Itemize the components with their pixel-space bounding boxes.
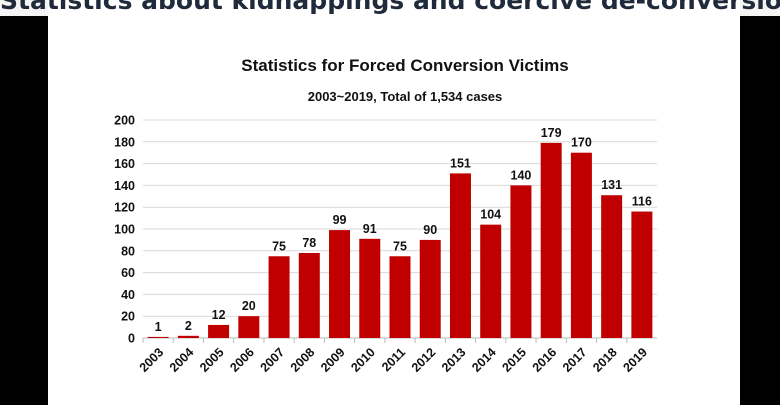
y-tick-label: 180 (114, 135, 135, 149)
bar-2005 (208, 324, 230, 338)
data-label: 116 (632, 195, 652, 209)
x-tick-label: 2009 (318, 345, 348, 375)
bar-2012 (419, 239, 441, 338)
bar-2013 (449, 173, 471, 338)
bar-2009 (329, 230, 351, 338)
y-tick-label: 20 (121, 310, 135, 324)
bar-2011 (389, 256, 411, 338)
bar-2003 (147, 336, 169, 338)
data-label: 99 (333, 213, 347, 227)
data-label: 151 (450, 156, 471, 170)
x-tick-label: 2012 (409, 345, 439, 375)
y-tick-label: 100 (114, 223, 135, 237)
x-tick-label: 2015 (499, 345, 529, 375)
x-tick-label: 2004 (167, 345, 197, 375)
data-label: 78 (302, 236, 316, 250)
x-tick-label: 2018 (590, 345, 620, 375)
y-tick-label: 40 (121, 288, 135, 302)
x-tick-label: 2014 (469, 345, 499, 375)
y-tick-label: 120 (114, 201, 135, 215)
data-label: 1 (155, 320, 162, 334)
y-tick-label: 200 (114, 114, 135, 128)
x-tick-label: 2003 (137, 345, 167, 375)
bar-2015 (510, 185, 532, 338)
data-label: 179 (541, 126, 562, 140)
bar-2004 (177, 335, 199, 338)
y-tick-label: 0 (128, 332, 135, 346)
x-tick-label: 2011 (379, 345, 408, 374)
slide-title: Statistics about kidnappings and coerciv… (0, 0, 780, 15)
data-label: 90 (423, 223, 437, 237)
data-label: 2 (185, 319, 192, 333)
bar-2006 (238, 316, 260, 338)
x-tick-label: 2016 (530, 345, 560, 375)
data-label: 12 (212, 308, 226, 322)
y-tick-label: 140 (114, 179, 135, 193)
bar-2019 (631, 211, 653, 338)
bar-2018 (601, 195, 623, 338)
data-label: 75 (272, 239, 286, 253)
data-label: 140 (511, 168, 532, 182)
x-tick-label: 2007 (258, 345, 288, 375)
chart-title: Statistics for Forced Conversion Victims (241, 56, 569, 75)
y-tick-label: 80 (121, 244, 135, 258)
x-tick-label: 2008 (288, 345, 318, 375)
bar-2010 (359, 238, 381, 338)
chart-subtitle: 2003~2019, Total of 1,534 cases (308, 89, 503, 104)
x-tick-label: 2005 (197, 345, 227, 375)
bar-2007 (268, 256, 290, 338)
bar-2014 (480, 224, 502, 338)
x-tick-label: 2010 (348, 345, 378, 375)
data-label: 131 (601, 178, 622, 192)
data-label: 104 (480, 208, 501, 222)
data-label: 91 (363, 222, 377, 236)
y-tick-label: 60 (121, 266, 135, 280)
x-tick-label: 2019 (620, 345, 650, 375)
bar-2016 (540, 142, 562, 338)
x-tick-label: 2017 (560, 345, 590, 375)
bar-2017 (570, 152, 592, 338)
bar-2008 (298, 252, 320, 338)
x-tick-label: 2013 (439, 345, 469, 375)
data-label: 20 (242, 299, 256, 313)
x-tick-label: 2006 (227, 345, 257, 375)
y-tick-label: 160 (114, 157, 135, 171)
data-label: 170 (571, 136, 592, 150)
data-label: 75 (393, 239, 407, 253)
